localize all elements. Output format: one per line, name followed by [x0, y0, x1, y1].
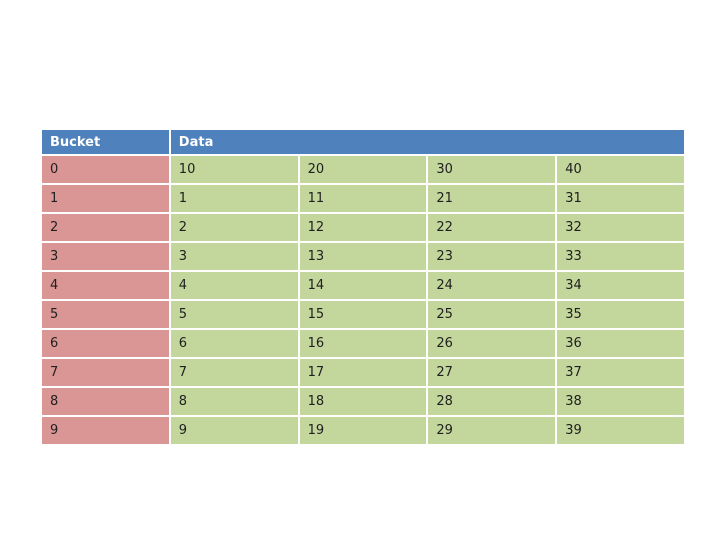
data-cell: 29	[428, 417, 556, 444]
bucket-cell: 3	[42, 243, 169, 270]
data-cell: 35	[557, 301, 684, 328]
data-cell: 14	[299, 272, 427, 299]
data-cell: 15	[299, 301, 427, 328]
data-cell: 4	[170, 272, 298, 299]
table-row: 5 5 15 25 35	[42, 301, 684, 328]
bucket-cell: 2	[42, 214, 169, 241]
table-row: 4 4 14 24 34	[42, 272, 684, 299]
data-cell: 21	[428, 185, 556, 212]
data-cell: 16	[299, 330, 427, 357]
data-cell: 28	[428, 388, 556, 415]
bucket-cell: 7	[42, 359, 169, 386]
bucket-cell: 1	[42, 185, 169, 212]
data-cell: 31	[557, 185, 684, 212]
bucket-cell: 6	[42, 330, 169, 357]
table-row: 1 1 11 21 31	[42, 185, 684, 212]
bucket-cell: 0	[42, 156, 169, 183]
data-cell: 3	[170, 243, 298, 270]
table-row: 8 8 18 28 38	[42, 388, 684, 415]
table-row: 2 2 12 22 32	[42, 214, 684, 241]
data-cell: 40	[557, 156, 684, 183]
data-cell: 27	[428, 359, 556, 386]
bucket-cell: 5	[42, 301, 169, 328]
data-cell: 26	[428, 330, 556, 357]
data-cell: 13	[299, 243, 427, 270]
data-cell: 2	[170, 214, 298, 241]
data-cell: 34	[557, 272, 684, 299]
data-cell: 10	[170, 156, 298, 183]
data-cell: 36	[557, 330, 684, 357]
header-row: Bucket Data	[42, 130, 684, 154]
data-cell: 23	[428, 243, 556, 270]
data-cell: 5	[170, 301, 298, 328]
data-cell: 11	[299, 185, 427, 212]
data-cell: 30	[428, 156, 556, 183]
data-cell: 9	[170, 417, 298, 444]
column-header-data: Data	[170, 130, 684, 154]
table-row: 9 9 19 29 39	[42, 417, 684, 444]
data-cell: 17	[299, 359, 427, 386]
table-row: 0 10 20 30 40	[42, 156, 684, 183]
data-cell: 8	[170, 388, 298, 415]
bucket-data-table: Bucket Data 0 10 20 30 40 1 1 11 21 31	[40, 128, 686, 446]
bucket-cell: 4	[42, 272, 169, 299]
data-cell: 22	[428, 214, 556, 241]
data-cell: 38	[557, 388, 684, 415]
bucket-cell: 9	[42, 417, 169, 444]
data-cell: 6	[170, 330, 298, 357]
data-cell: 32	[557, 214, 684, 241]
table-row: 7 7 17 27 37	[42, 359, 684, 386]
data-cell: 12	[299, 214, 427, 241]
data-cell: 37	[557, 359, 684, 386]
table-row: 3 3 13 23 33	[42, 243, 684, 270]
data-cell: 19	[299, 417, 427, 444]
data-cell: 7	[170, 359, 298, 386]
table-row: 6 6 16 26 36	[42, 330, 684, 357]
data-cell: 18	[299, 388, 427, 415]
data-cell: 20	[299, 156, 427, 183]
data-cell: 25	[428, 301, 556, 328]
data-cell: 1	[170, 185, 298, 212]
bucket-cell: 8	[42, 388, 169, 415]
data-cell: 33	[557, 243, 684, 270]
bucket-data-table-container: Bucket Data 0 10 20 30 40 1 1 11 21 31	[40, 128, 686, 446]
data-cell: 24	[428, 272, 556, 299]
column-header-bucket: Bucket	[42, 130, 169, 154]
data-cell: 39	[557, 417, 684, 444]
